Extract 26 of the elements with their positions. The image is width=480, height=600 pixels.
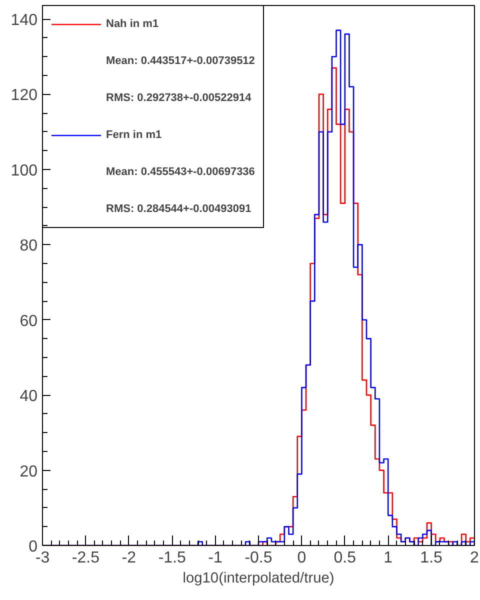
y-tick-label: 80	[20, 238, 38, 255]
annotation: RMS: 0.292738+-0.00522914	[106, 91, 252, 106]
x-tick-label: 2	[470, 550, 480, 566]
x-tick-label: 0	[297, 550, 306, 566]
legend-label: Nah in m1	[106, 17, 159, 32]
annotation: RMS: 0.284544+-0.00493091	[106, 202, 252, 217]
x-tick-label: -1.5	[158, 550, 186, 566]
y-tick-label: 100	[10, 162, 38, 180]
x-tick-label: 0.5	[334, 550, 356, 566]
x-tick-label: -2	[122, 550, 136, 566]
x-tick-label: -0.5	[244, 550, 272, 566]
y-tick-label: 120	[10, 87, 38, 104]
x-tick-label: -1	[208, 550, 223, 566]
y-tick-label: 60	[20, 312, 38, 330]
x-axis-title: log10(interpolated/true)	[182, 570, 334, 586]
x-tick-label: -2.5	[72, 550, 100, 566]
annotation: Mean: 0.455543+-0.00697336	[106, 165, 255, 180]
x-tick-label: 1	[384, 550, 393, 566]
annotation: Mean: 0.443517+-0.00739512	[106, 54, 255, 69]
legend-label: Fern in m1	[106, 128, 162, 143]
y-tick-label: 40	[20, 388, 38, 406]
x-tick-label: -3	[35, 550, 50, 566]
y-tick-label: 140	[10, 12, 38, 30]
y-tick-label: 0	[28, 538, 38, 556]
x-tick-label: 1.5	[420, 550, 443, 566]
y-tick-label: 20	[20, 463, 38, 480]
